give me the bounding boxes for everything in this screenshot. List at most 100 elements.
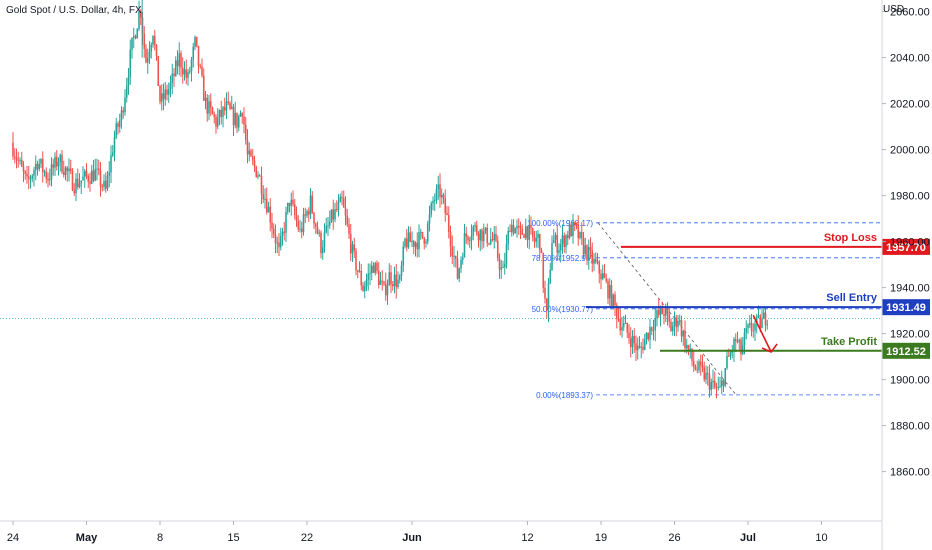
- candle-body: [467, 236, 469, 241]
- x-tick-label: 26: [668, 532, 680, 544]
- candle-body: [524, 226, 527, 238]
- candle-body: [178, 53, 181, 67]
- candle-body: [55, 156, 58, 167]
- candle-body: [435, 189, 438, 200]
- candle-body: [549, 270, 552, 284]
- candle-body: [278, 242, 280, 248]
- price-badge: [882, 238, 930, 255]
- candle-body: [633, 336, 636, 344]
- candle-body: [670, 321, 672, 332]
- candle-body: [243, 116, 245, 125]
- candle-body: [166, 89, 168, 95]
- candle-body: [705, 372, 707, 380]
- candle-body: [731, 351, 734, 353]
- candle-body: [586, 245, 588, 261]
- candle-body: [498, 258, 501, 270]
- candle-body: [187, 71, 189, 78]
- candle-body: [139, 11, 142, 18]
- candle-body: [537, 234, 539, 239]
- candle-body: [244, 124, 247, 141]
- candle-body: [272, 228, 275, 235]
- candle-body: [227, 101, 230, 103]
- candle-body: [673, 317, 676, 326]
- candle-body: [516, 225, 518, 229]
- candle-body: [475, 225, 478, 234]
- candle-body: [495, 233, 497, 241]
- candle-body: [202, 75, 205, 101]
- candle-body: [290, 199, 293, 206]
- candle-body: [685, 344, 688, 349]
- candle-body: [257, 175, 259, 177]
- candle-body: [759, 315, 762, 329]
- candle-body: [566, 235, 569, 239]
- x-tick-label: 22: [301, 532, 313, 544]
- candle-body: [652, 330, 655, 332]
- candle-body: [40, 158, 42, 164]
- candle-body: [311, 195, 314, 213]
- candle-body: [314, 223, 317, 227]
- candle-body: [131, 37, 133, 50]
- y-tick-label: 2020.00: [890, 99, 930, 111]
- candle-body: [176, 60, 179, 67]
- candle-body: [691, 348, 693, 362]
- candle-body: [64, 167, 67, 176]
- candle-body: [619, 318, 622, 331]
- candle-body: [552, 239, 555, 244]
- x-tick-label: Jun: [402, 532, 422, 544]
- candle-body: [656, 310, 658, 318]
- candle-body: [727, 355, 730, 357]
- candle-body: [461, 257, 464, 260]
- candle-body: [678, 320, 681, 322]
- candle-body: [465, 233, 468, 237]
- candle-body: [320, 232, 322, 254]
- currency-label[interactable]: USD: [883, 4, 905, 15]
- candle-body: [643, 339, 646, 350]
- candle-body: [713, 380, 716, 388]
- candle-body: [596, 261, 599, 263]
- candle-body: [328, 221, 331, 226]
- candle-body: [180, 53, 182, 68]
- candle-body: [167, 88, 170, 95]
- candle-body: [517, 225, 520, 227]
- candle-body: [617, 318, 620, 320]
- candle-body: [181, 67, 184, 75]
- candle-body: [325, 225, 328, 233]
- candle-body: [29, 178, 32, 180]
- candle-body: [306, 211, 308, 216]
- candle-body: [19, 159, 21, 161]
- candle-body: [463, 233, 466, 258]
- candle-body: [379, 280, 382, 286]
- candle-body: [388, 272, 391, 286]
- candle-body: [503, 263, 506, 268]
- candle-body: [82, 176, 84, 181]
- candle-body: [211, 107, 214, 115]
- candle-body: [323, 232, 326, 248]
- candle-body: [61, 154, 63, 173]
- candle-body: [428, 214, 431, 224]
- candle-body: [743, 332, 746, 346]
- candle-body: [83, 170, 86, 177]
- candle-body: [118, 120, 121, 128]
- candle-body: [645, 332, 648, 340]
- candle-body: [615, 305, 618, 319]
- candle-body: [500, 267, 503, 270]
- candle-body: [600, 273, 602, 280]
- candle-body: [27, 176, 30, 179]
- candle-body: [358, 270, 361, 272]
- candle-body: [26, 173, 28, 177]
- candle-body: [430, 203, 433, 215]
- candle-body: [453, 256, 455, 258]
- candle-body: [384, 283, 387, 296]
- candle-body: [185, 69, 188, 78]
- candle-body: [444, 198, 447, 214]
- candle-body: [460, 259, 462, 269]
- candle-body: [446, 213, 448, 216]
- candle-body: [531, 228, 534, 238]
- candle-body: [614, 294, 616, 306]
- symbol-title: Gold Spot / U.S. Dollar, 4h, FX: [6, 5, 142, 16]
- candle-body: [120, 110, 123, 121]
- candle-body: [269, 206, 272, 223]
- candle-body: [344, 207, 347, 216]
- candle-body: [52, 164, 55, 168]
